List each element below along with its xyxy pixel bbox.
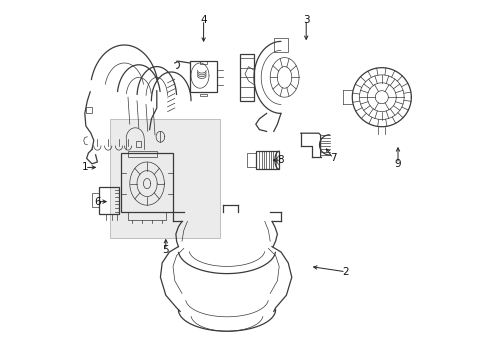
Bar: [121, 153, 173, 212]
Bar: [274, 38, 288, 52]
Bar: [99, 187, 119, 214]
Bar: [128, 212, 166, 220]
Text: 4: 4: [200, 15, 207, 25]
Bar: [247, 153, 256, 167]
Bar: [190, 61, 217, 92]
Bar: [256, 151, 279, 169]
Text: 8: 8: [278, 155, 284, 165]
Text: 9: 9: [394, 159, 401, 169]
Text: 1: 1: [81, 162, 88, 172]
Text: 6: 6: [94, 197, 101, 207]
Text: 7: 7: [330, 153, 337, 163]
Bar: [92, 193, 99, 207]
Bar: [136, 141, 141, 147]
Bar: [240, 54, 254, 101]
Bar: [110, 119, 220, 238]
Bar: [200, 61, 207, 64]
Bar: [128, 151, 157, 157]
Bar: [86, 107, 92, 113]
Bar: [200, 94, 207, 96]
Text: 2: 2: [343, 267, 349, 277]
Text: 5: 5: [163, 245, 169, 255]
Text: 3: 3: [303, 15, 310, 25]
